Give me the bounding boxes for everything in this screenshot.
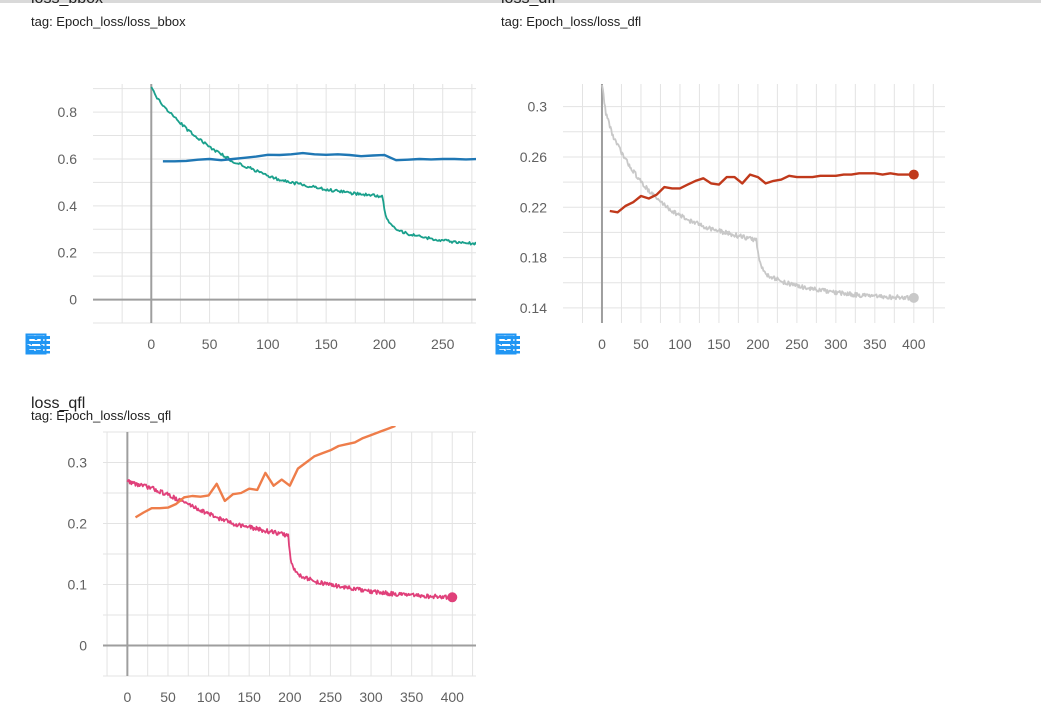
y-tick-label: 0.3 bbox=[68, 455, 88, 471]
x-tick-label: 150 bbox=[707, 336, 731, 352]
x-tick-label: 300 bbox=[359, 689, 383, 705]
y-tick-label: 0 bbox=[79, 638, 87, 654]
y-tick-label: 0.22 bbox=[520, 199, 547, 215]
chart-title: loss_dfl bbox=[501, 0, 555, 8]
chart-title: loss_bbox bbox=[31, 0, 103, 8]
y-tick-label: 0.2 bbox=[58, 245, 78, 261]
series-end-marker bbox=[447, 592, 458, 603]
x-tick-label: 100 bbox=[197, 689, 221, 705]
x-tick-label: 200 bbox=[746, 336, 770, 352]
x-tick-label: 400 bbox=[441, 689, 465, 705]
x-tick-label: 200 bbox=[373, 336, 397, 352]
top-divider bbox=[0, 0, 1041, 3]
y-tick-label: 0.3 bbox=[528, 99, 548, 115]
x-tick-label: 0 bbox=[123, 689, 131, 705]
chart-card-loss-bbox: loss_bbox tag: Epoch_loss/loss_bbox 0 0.2… bbox=[25, 0, 476, 365]
x-tick-label: 250 bbox=[785, 336, 809, 352]
x-tick-label: 0 bbox=[147, 336, 155, 352]
chart-loss-qfl[interactable]: 0 0.1 0.2 0.3 0 50 100 150 200 250 300 350 400 bbox=[31, 389, 476, 716]
y-tick-label: 0.14 bbox=[520, 300, 547, 316]
chart-tag: tag: Epoch_loss/loss_dfl bbox=[501, 14, 642, 29]
series-end-marker bbox=[908, 169, 919, 180]
x-tick-label: 100 bbox=[668, 336, 692, 352]
chart-loss-bbox[interactable]: 0 0.2 0.4 0.6 0.8 0 50 100 150 200 250 bbox=[31, 32, 476, 370]
x-tick-label: 250 bbox=[431, 336, 455, 352]
y-tick-label: 0.4 bbox=[58, 198, 78, 214]
x-tick-label: 350 bbox=[863, 336, 887, 352]
x-tick-label: 50 bbox=[202, 336, 218, 352]
x-tick-label: 150 bbox=[314, 336, 338, 352]
y-tick-label: 0 bbox=[69, 292, 77, 308]
chart-card-loss-dfl: loss_dfl tag: Epoch_loss/loss_dfl 0.14 0.… bbox=[495, 0, 946, 365]
x-tick-label: 50 bbox=[160, 689, 176, 705]
chart-card-loss-qfl: loss_qfl tag: Epoch_loss/loss_qfl 0 0.1 0.… bbox=[31, 395, 476, 722]
series-line-2 bbox=[162, 151, 476, 163]
fit-domain-icon[interactable] bbox=[495, 332, 603, 356]
y-tick-label: 0.18 bbox=[520, 250, 547, 266]
x-tick-label: 400 bbox=[902, 336, 926, 352]
x-tick-label: 350 bbox=[400, 689, 424, 705]
x-tick-label: 50 bbox=[633, 336, 649, 352]
x-tick-label: 100 bbox=[256, 336, 280, 352]
x-tick-label: 0 bbox=[598, 336, 606, 352]
series-line-2 bbox=[609, 172, 914, 214]
y-tick-label: 0.26 bbox=[520, 149, 547, 165]
fit-domain-icon[interactable] bbox=[25, 332, 133, 356]
y-tick-label: 0.2 bbox=[68, 516, 88, 532]
y-tick-label: 0.1 bbox=[68, 577, 88, 593]
y-tick-label: 0.6 bbox=[58, 151, 78, 167]
chart-tag: tag: Epoch_loss/loss_qfl bbox=[31, 408, 172, 423]
x-tick-label: 250 bbox=[319, 689, 343, 705]
chart-tag: tag: Epoch_loss/loss_bbox bbox=[31, 14, 186, 29]
series-line-2 bbox=[134, 426, 396, 519]
series-end-marker bbox=[908, 292, 919, 303]
chart-toolbar bbox=[495, 332, 603, 356]
chart-loss-dfl[interactable]: 0.14 0.18 0.22 0.26 0.3 0 50 100 150 200 250 300 350… bbox=[501, 32, 946, 370]
chart-toolbar bbox=[25, 332, 133, 356]
toggle-log-scale-icon[interactable] bbox=[496, 332, 562, 356]
chart-title: loss_qfl bbox=[31, 395, 86, 412]
toggle-log-scale-icon[interactable] bbox=[26, 332, 92, 356]
x-tick-label: 150 bbox=[238, 689, 262, 705]
x-tick-label: 300 bbox=[824, 336, 848, 352]
y-tick-label: 0.8 bbox=[58, 104, 78, 120]
series-line-1 bbox=[150, 86, 476, 246]
x-tick-label: 200 bbox=[278, 689, 302, 705]
